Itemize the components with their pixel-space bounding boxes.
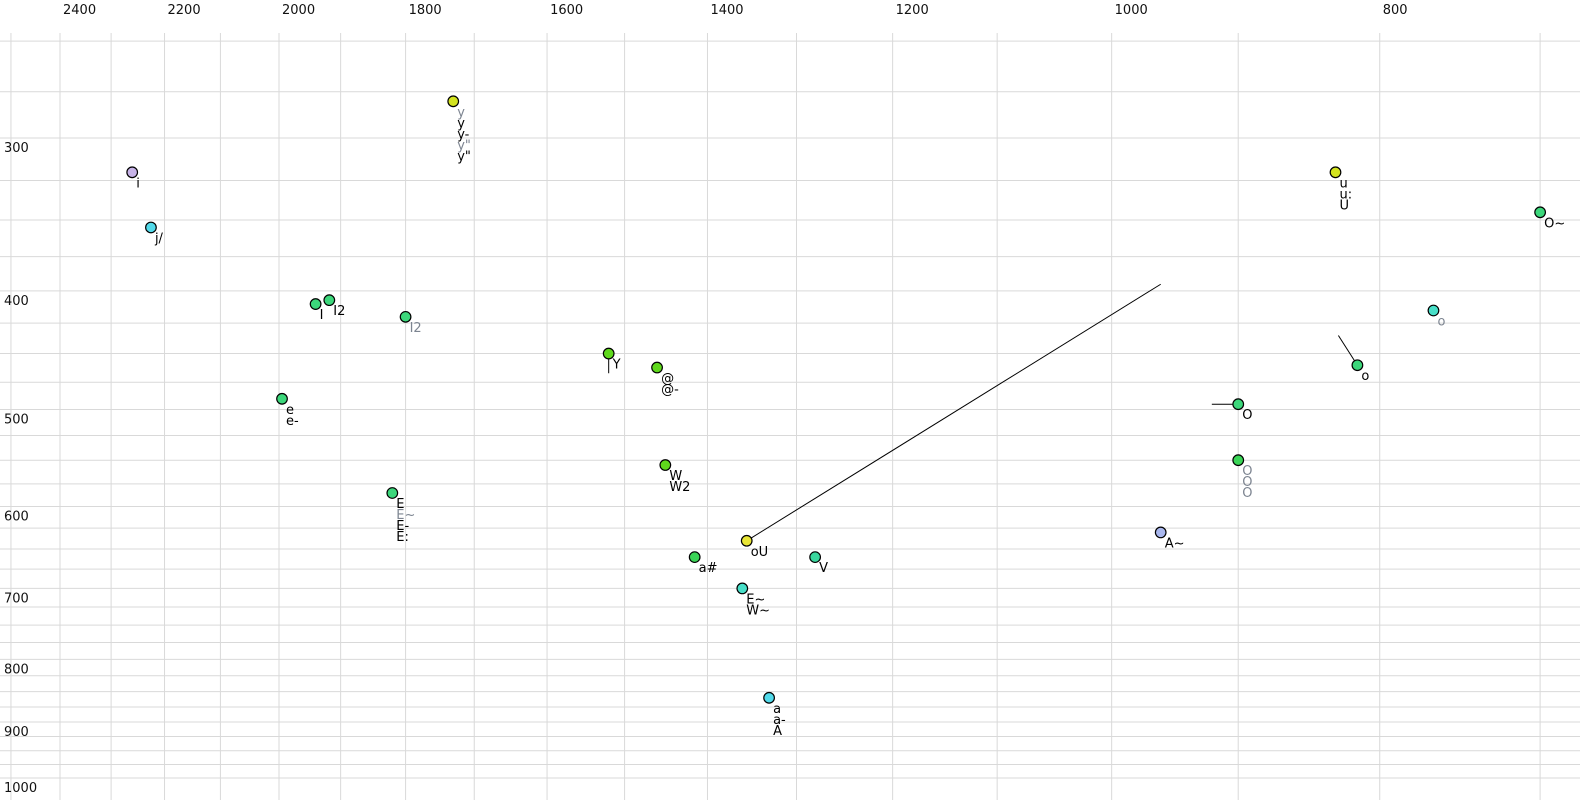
- point-label: U: [1339, 198, 1349, 213]
- point-label: a-: [773, 713, 786, 728]
- data-point-A~: [1154, 526, 1167, 539]
- point-label: O: [1242, 475, 1252, 490]
- point-label: W2: [669, 480, 690, 495]
- point-label: y-: [457, 127, 469, 142]
- point-label: u: [1339, 176, 1347, 191]
- x-tick-label: 2200: [168, 3, 201, 18]
- x-tick-label: 1000: [1115, 3, 1148, 18]
- point-label: y: [457, 105, 465, 120]
- point-label: a#: [699, 561, 718, 576]
- data-point-I2-alt: [399, 310, 412, 323]
- data-point-E: [386, 487, 399, 499]
- point-label: O: [1242, 464, 1252, 479]
- y-tick-label: 300: [4, 141, 29, 156]
- data-point-Y: [602, 347, 615, 360]
- point-label: e-: [286, 414, 299, 429]
- point-label: o: [1361, 369, 1369, 384]
- data-point-@: [651, 361, 663, 374]
- point-label: u:: [1339, 187, 1352, 202]
- y-tick-label: 700: [4, 591, 29, 606]
- point-label: a: [773, 702, 781, 717]
- data-point-I: [309, 298, 322, 310]
- point-label: y": [457, 138, 471, 153]
- data-point-O: [1232, 398, 1245, 411]
- point-label: i: [136, 176, 140, 191]
- point-label: o: [1437, 314, 1445, 329]
- point-label: j/: [154, 231, 164, 246]
- point-label: E~: [746, 592, 765, 607]
- x-tick-label: 1800: [409, 3, 442, 18]
- point-label: E: [396, 497, 404, 512]
- data-point-i: [126, 166, 139, 179]
- data-point-e: [276, 392, 288, 405]
- point-label: y": [457, 149, 471, 164]
- data-point-o-alt: [1427, 304, 1440, 317]
- data-point-a#: [688, 551, 701, 564]
- point-label: W: [669, 469, 682, 484]
- point-label: @: [661, 372, 674, 387]
- data-point-V: [809, 551, 822, 564]
- point-label: O: [1242, 486, 1252, 501]
- point-label: O: [1242, 408, 1252, 423]
- point-label: V: [819, 561, 828, 576]
- point-label: oU: [751, 545, 768, 560]
- point-label: A~: [1165, 536, 1185, 551]
- point-label: Y: [612, 358, 621, 373]
- point-label: I: [320, 308, 324, 323]
- y-tick-label: 1000: [4, 781, 37, 796]
- y-tick-label: 600: [4, 509, 29, 524]
- data-point-j/: [145, 221, 157, 234]
- y-tick-label: 800: [4, 662, 29, 677]
- y-tick-label: 900: [4, 725, 29, 740]
- y-tick-label: 500: [4, 413, 29, 428]
- data-point-a-cluster: [763, 691, 775, 704]
- x-tick-label: 800: [1383, 3, 1408, 18]
- data-point-I2: [323, 294, 336, 307]
- x-tick-label: 1600: [550, 3, 583, 18]
- data-point-u-cluster: [1329, 166, 1342, 179]
- point-label: A: [773, 724, 782, 739]
- x-tick-label: 2000: [282, 3, 315, 18]
- x-tick-label: 2400: [63, 3, 96, 18]
- point-label: I2: [333, 304, 345, 319]
- point-label: I2: [410, 321, 422, 336]
- trajectory-line: [746, 283, 1161, 542]
- data-point-O~: [1534, 206, 1547, 219]
- point-label: E-: [396, 519, 409, 534]
- point-label: E~: [396, 508, 415, 523]
- data-point-E~W~: [736, 582, 749, 595]
- point-label: E:: [396, 530, 409, 545]
- point-label: O~: [1544, 216, 1565, 231]
- x-tick-label: 1400: [710, 3, 743, 18]
- point-label: W~: [746, 603, 770, 618]
- data-point-W: [659, 459, 672, 471]
- data-point-y-cluster: [447, 95, 460, 108]
- data-point-O-cluster: [1232, 454, 1245, 467]
- point-label: e: [286, 403, 294, 418]
- point-label: y: [457, 116, 465, 131]
- data-point-o: [1351, 359, 1364, 372]
- y-tick-label: 400: [4, 294, 29, 309]
- data-point-oU: [740, 534, 753, 547]
- point-label: @-: [661, 383, 679, 398]
- x-tick-label: 1200: [896, 3, 929, 18]
